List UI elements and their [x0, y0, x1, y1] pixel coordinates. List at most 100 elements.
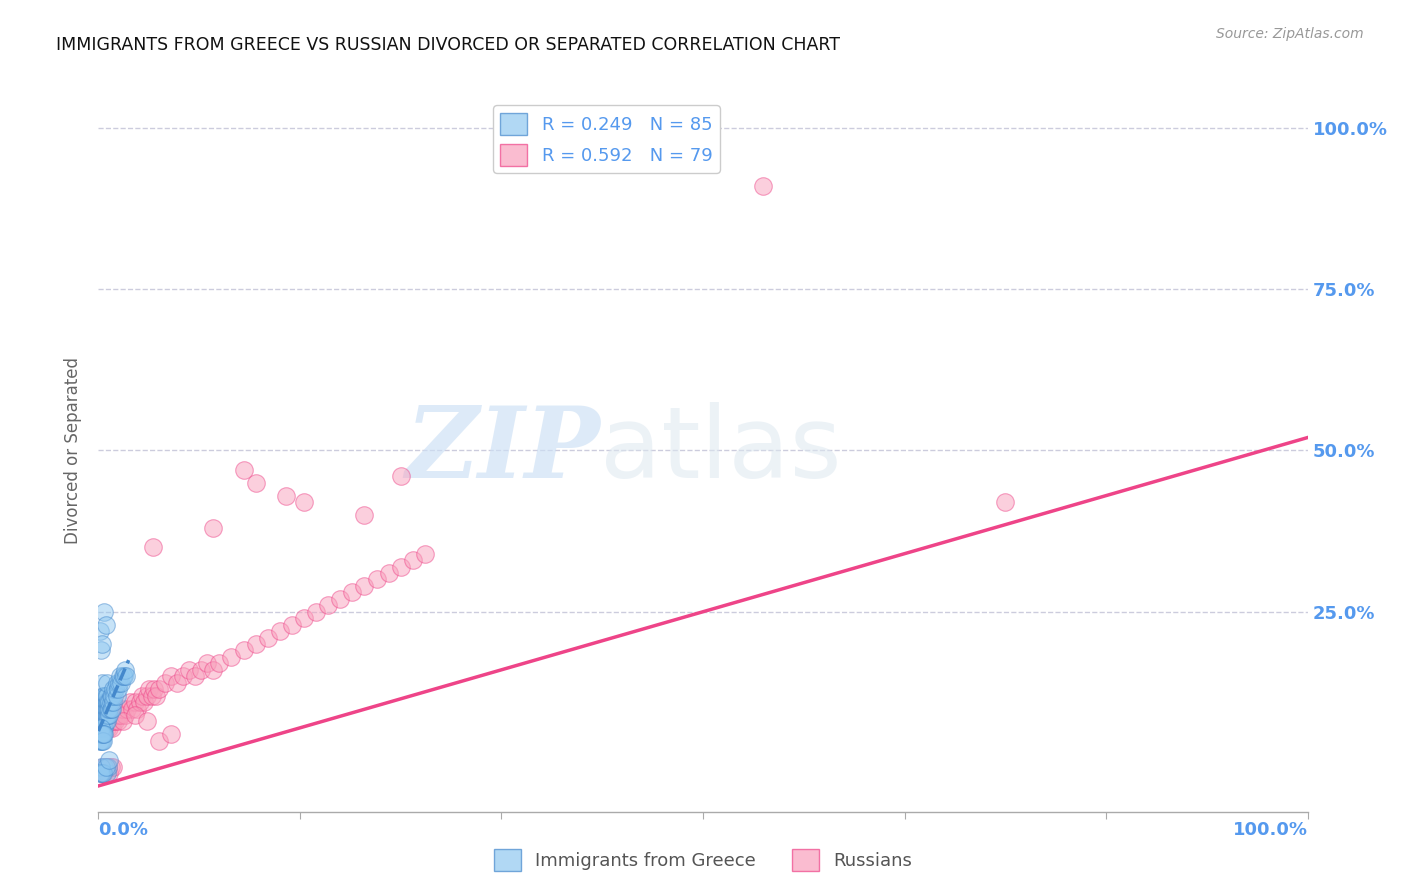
- Point: [93, 695, 115, 709]
- Point: [184, 669, 207, 683]
- Point: [121, 701, 143, 715]
- Point: [115, 669, 138, 683]
- Point: [91, 733, 114, 747]
- Point: [98, 695, 121, 709]
- Point: [93, 701, 115, 715]
- Point: [91, 766, 114, 780]
- Point: [107, 714, 129, 729]
- Point: [94, 714, 117, 729]
- Text: 0.0%: 0.0%: [98, 822, 149, 839]
- Legend: Immigrants from Greece, Russians: Immigrants from Greece, Russians: [486, 842, 920, 879]
- Point: [752, 178, 775, 193]
- Point: [245, 475, 267, 490]
- Point: [98, 753, 121, 767]
- Point: [93, 714, 115, 729]
- Point: [389, 469, 412, 483]
- Point: [166, 675, 188, 690]
- Point: [134, 695, 156, 709]
- Point: [89, 727, 111, 741]
- Point: [90, 643, 112, 657]
- Point: [91, 708, 114, 723]
- Point: [90, 708, 112, 723]
- Point: [94, 695, 117, 709]
- Point: [93, 689, 115, 703]
- Point: [994, 495, 1017, 509]
- Point: [104, 714, 127, 729]
- Point: [111, 669, 134, 683]
- Point: [90, 714, 112, 729]
- Point: [342, 585, 364, 599]
- Point: [94, 766, 117, 780]
- Point: [179, 663, 201, 677]
- Text: ZIP: ZIP: [405, 402, 600, 499]
- Point: [89, 721, 111, 735]
- Point: [97, 708, 120, 723]
- Point: [124, 695, 146, 709]
- Point: [232, 463, 254, 477]
- Legend: R = 0.249   N = 85, R = 0.592   N = 79: R = 0.249 N = 85, R = 0.592 N = 79: [494, 105, 720, 173]
- Point: [135, 689, 157, 703]
- Point: [108, 675, 131, 690]
- Point: [100, 689, 122, 703]
- Point: [118, 695, 141, 709]
- Point: [110, 708, 132, 723]
- Point: [142, 540, 165, 554]
- Point: [100, 721, 122, 735]
- Point: [143, 682, 166, 697]
- Point: [127, 701, 149, 715]
- Point: [96, 695, 118, 709]
- Point: [305, 605, 328, 619]
- Point: [111, 701, 134, 715]
- Point: [96, 675, 118, 690]
- Point: [292, 495, 315, 509]
- Point: [98, 721, 121, 735]
- Text: IMMIGRANTS FROM GREECE VS RUSSIAN DIVORCED OR SEPARATED CORRELATION CHART: IMMIGRANTS FROM GREECE VS RUSSIAN DIVORC…: [56, 36, 841, 54]
- Point: [90, 701, 112, 715]
- Point: [96, 721, 118, 735]
- Point: [91, 695, 114, 709]
- Point: [148, 733, 170, 747]
- Point: [108, 701, 131, 715]
- Point: [93, 708, 115, 723]
- Point: [98, 708, 121, 723]
- Point: [353, 579, 375, 593]
- Point: [124, 708, 146, 723]
- Point: [93, 727, 115, 741]
- Point: [91, 714, 114, 729]
- Point: [91, 759, 114, 773]
- Point: [90, 733, 112, 747]
- Point: [232, 643, 254, 657]
- Point: [91, 701, 114, 715]
- Point: [94, 617, 117, 632]
- Point: [353, 508, 375, 522]
- Point: [97, 701, 120, 715]
- Point: [292, 611, 315, 625]
- Point: [100, 701, 122, 715]
- Point: [145, 689, 167, 703]
- Point: [93, 759, 115, 773]
- Point: [131, 689, 153, 703]
- Point: [89, 733, 111, 747]
- Point: [138, 682, 160, 697]
- Point: [98, 701, 121, 715]
- Point: [101, 682, 124, 697]
- Point: [91, 689, 114, 703]
- Point: [256, 631, 278, 645]
- Point: [89, 766, 111, 780]
- Point: [97, 759, 120, 773]
- Point: [160, 669, 183, 683]
- Point: [114, 663, 136, 677]
- Point: [274, 489, 297, 503]
- Point: [108, 669, 131, 683]
- Text: Source: ZipAtlas.com: Source: ZipAtlas.com: [1216, 27, 1364, 41]
- Point: [101, 695, 124, 709]
- Point: [100, 701, 122, 715]
- Point: [153, 675, 176, 690]
- Point: [128, 695, 150, 709]
- Point: [135, 714, 157, 729]
- Point: [108, 708, 131, 723]
- Point: [91, 721, 114, 735]
- Point: [208, 657, 231, 671]
- Point: [91, 727, 114, 741]
- Point: [93, 721, 115, 735]
